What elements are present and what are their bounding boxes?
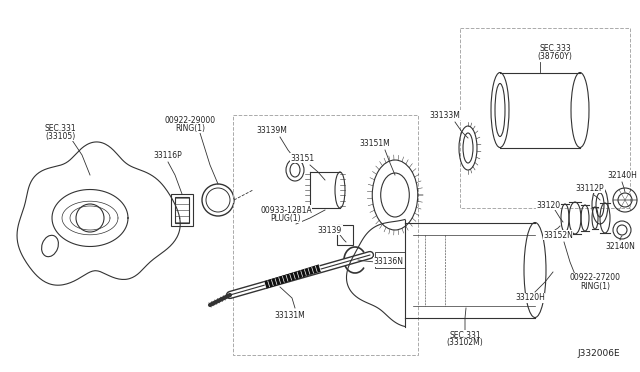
Text: 32140N: 32140N	[605, 241, 635, 250]
Text: PLUG(1): PLUG(1)	[271, 214, 301, 222]
Text: (33105): (33105)	[45, 131, 75, 141]
Text: SEC.331: SEC.331	[449, 330, 481, 340]
Text: RING(1): RING(1)	[175, 124, 205, 132]
Text: 32140H: 32140H	[607, 170, 637, 180]
Bar	[375, 252, 405, 268]
Text: SEC.331: SEC.331	[44, 124, 76, 132]
Text: 33120H: 33120H	[515, 294, 545, 302]
Text: 33151M: 33151M	[360, 138, 390, 148]
Text: J332006E: J332006E	[577, 349, 620, 358]
Text: 33151: 33151	[290, 154, 314, 163]
Text: 33116P: 33116P	[154, 151, 182, 160]
Text: RING(1): RING(1)	[580, 282, 610, 291]
Text: 00922-29000: 00922-29000	[164, 115, 216, 125]
Text: 33136N: 33136N	[373, 257, 403, 266]
Text: (38760Y): (38760Y)	[538, 51, 572, 61]
Text: 33112P: 33112P	[576, 183, 604, 192]
Text: (33102M): (33102M)	[447, 339, 483, 347]
Bar	[460, 28, 630, 208]
Text: 00933-12B1A: 00933-12B1A	[260, 205, 312, 215]
Text: 33131M: 33131M	[275, 311, 305, 320]
Text: 33139: 33139	[318, 225, 342, 234]
Text: 00922-27200: 00922-27200	[570, 273, 621, 282]
Text: 33139M: 33139M	[257, 125, 287, 135]
Bar	[233, 115, 418, 355]
Text: 33152N: 33152N	[543, 231, 573, 240]
Bar	[175, 197, 189, 223]
Text: 33120: 33120	[536, 201, 560, 209]
Bar	[171, 194, 193, 226]
Text: 33133M: 33133M	[429, 110, 460, 119]
Bar	[337, 225, 353, 245]
Text: SEC.333: SEC.333	[539, 44, 571, 52]
